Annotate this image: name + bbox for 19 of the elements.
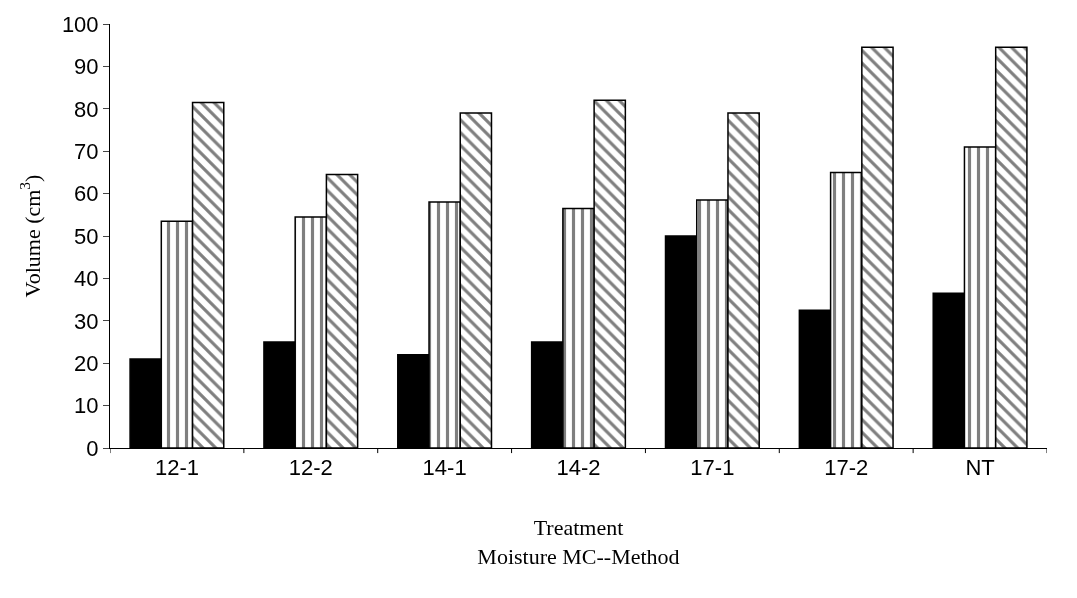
y-tick-label: 60 (74, 181, 99, 207)
y-tick-label: 80 (74, 96, 99, 122)
x-tick-label: 14-1 (422, 455, 467, 481)
y-tick-label: 90 (74, 54, 99, 80)
x-tick-label: NT (965, 455, 995, 481)
y-tick-label: 40 (74, 266, 99, 292)
y-tick-label: 70 (74, 138, 99, 164)
y-tick-label: 0 (86, 435, 99, 461)
y-tick-label: 20 (74, 350, 99, 376)
x-axis-title: Treatment Moisture MC--Method (477, 515, 680, 569)
y-tick-label: 10 (74, 393, 99, 419)
y-tick-label: 100 (61, 11, 99, 37)
x-tick-label: 17-1 (690, 455, 735, 481)
x-tick-label: 14-2 (556, 455, 601, 481)
x-tick-label: 12-2 (288, 455, 333, 481)
y-tick-label: 50 (74, 223, 99, 249)
y-tick-label: 30 (74, 308, 99, 334)
x-tick-label: 12-1 (154, 455, 199, 481)
x-tick-label: 17-2 (824, 455, 869, 481)
